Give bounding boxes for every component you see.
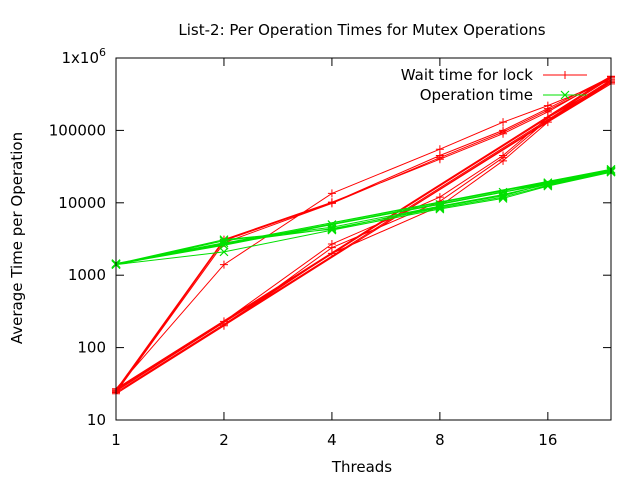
y-tick-label-exponent: 6 — [99, 46, 106, 59]
series-wait-time-for-lock — [112, 72, 615, 398]
legend-label-operation-time: Operation time — [420, 86, 533, 104]
y-tick-label: 1000 — [68, 266, 106, 284]
data-point-operation-time — [498, 193, 508, 203]
data-point-operation-time — [327, 224, 337, 234]
data-point-operation-time — [219, 247, 229, 257]
data-point-wait-time-for-lock — [499, 129, 508, 138]
axis-ticks: 1 2 4 8 16 10 100 1000 10000 100000 1x106 — [49, 46, 611, 449]
y-tick-label: 1x106 — [61, 46, 106, 67]
data-point-wait-time-for-lock — [543, 118, 552, 127]
y-tick-label: 100 — [77, 339, 106, 357]
series-line-wait-time-for-lock — [115, 75, 612, 395]
data-point-operation-time — [435, 203, 445, 213]
x-axis-label: Threads — [331, 458, 392, 476]
x-tick-label: 16 — [538, 431, 557, 449]
data-point-wait-time-for-lock — [327, 198, 336, 207]
legend-marker-wait-time-for-lock — [561, 71, 569, 79]
data-point-operation-time — [498, 190, 508, 199]
legend-label-wait-time-for-lock: Wait time for lock — [401, 66, 534, 84]
data-point-operation-time — [543, 179, 553, 189]
x-tick-label: 1 — [111, 431, 121, 449]
data-point-operation-time — [543, 180, 553, 190]
data-point-operation-time — [435, 199, 445, 209]
series-line-operation-time — [115, 168, 612, 266]
y-tick-label: 10000 — [58, 194, 106, 212]
data-point-wait-time-for-lock — [327, 189, 336, 198]
data-point-operation-time — [435, 202, 445, 212]
y-tick-label: 100000 — [49, 121, 106, 139]
legend: Wait time for lock Operation time — [401, 66, 587, 104]
x-tick-label: 8 — [435, 431, 445, 449]
x-tick-label: 4 — [327, 431, 337, 449]
data-point-operation-time — [219, 235, 229, 245]
data-point-operation-time — [327, 222, 337, 232]
y-tick-label-base: 1x10 — [61, 49, 99, 67]
data-point-operation-time — [543, 179, 553, 188]
data-point-operation-time — [498, 191, 508, 201]
data-point-wait-time-for-lock — [499, 156, 508, 165]
y-axis-label: Average Time per Operation — [8, 132, 26, 344]
plot-lines — [111, 72, 616, 398]
data-point-wait-time-for-lock — [435, 145, 444, 154]
data-point-operation-time — [498, 187, 508, 197]
legend-marker-operation-time — [560, 90, 570, 100]
x-tick-label: 2 — [219, 431, 229, 449]
data-point-wait-time-for-lock — [499, 118, 508, 127]
y-tick-label: 10 — [87, 411, 106, 429]
data-point-wait-time-for-lock — [219, 260, 228, 269]
chart-title: List-2: Per Operation Times for Mutex Op… — [178, 21, 545, 39]
data-point-operation-time — [543, 181, 553, 191]
data-point-wait-time-for-lock — [219, 320, 228, 329]
data-point-operation-time — [219, 238, 229, 248]
data-point-wait-time-for-lock — [435, 155, 444, 164]
plot-frame — [115, 57, 612, 421]
data-point-wait-time-for-lock — [327, 249, 336, 258]
